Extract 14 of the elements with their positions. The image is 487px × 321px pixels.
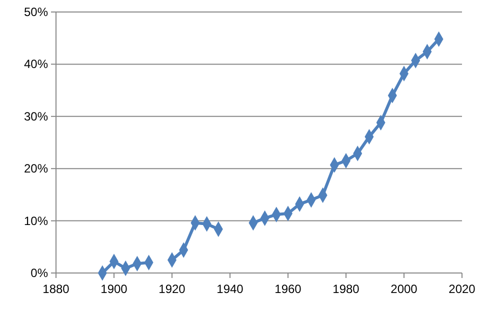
x-tick-label: 1960 [274,282,302,296]
x-tick-label: 2020 [448,282,476,296]
y-tick-label: 0% [30,266,48,280]
y-tick-label: 10% [24,214,48,228]
y-tick-label: 50% [24,5,48,19]
y-tick-label: 20% [24,162,48,176]
y-tick-label: 40% [24,57,48,72]
x-tick-label: 2000 [390,282,418,296]
x-tick-label: 1920 [158,282,186,296]
x-tick-label: 1940 [216,282,244,296]
x-tick-label: 1980 [332,282,360,296]
x-tick-label: 1880 [42,282,70,296]
x-tick-label: 1900 [100,282,128,296]
y-tick-label: 30% [24,109,48,124]
